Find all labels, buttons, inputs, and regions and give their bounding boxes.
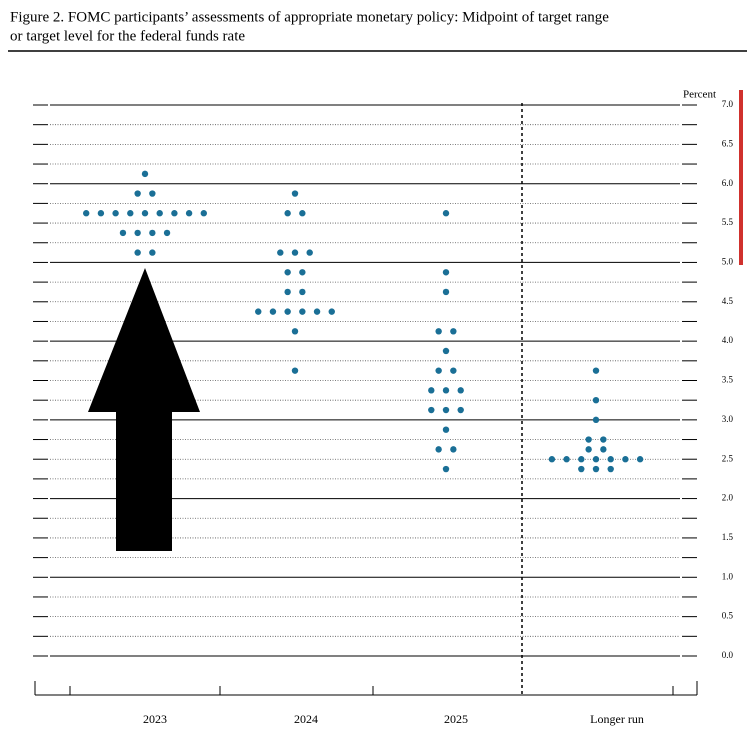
dot bbox=[442, 387, 450, 394]
dot bbox=[163, 229, 171, 237]
dot bbox=[141, 170, 149, 178]
y-tick-label: 7.0 bbox=[722, 99, 734, 109]
dot bbox=[299, 308, 306, 315]
dot bbox=[149, 190, 156, 197]
dot bbox=[83, 210, 90, 217]
dot bbox=[291, 249, 299, 256]
x-tick-label: 2024 bbox=[294, 712, 318, 726]
dot bbox=[592, 416, 600, 424]
highlight-bar bbox=[739, 90, 743, 265]
dot bbox=[600, 446, 607, 453]
dot bbox=[435, 367, 442, 374]
dot bbox=[284, 269, 291, 276]
dot bbox=[134, 190, 141, 197]
dot bbox=[97, 210, 105, 217]
dot bbox=[141, 210, 149, 217]
dot bbox=[442, 406, 450, 414]
dot bbox=[277, 249, 284, 256]
dot bbox=[592, 367, 600, 374]
dot bbox=[112, 210, 119, 217]
dot bbox=[450, 328, 457, 335]
x-tick-label: 2023 bbox=[143, 712, 167, 726]
dot bbox=[442, 269, 450, 276]
dot bbox=[313, 308, 321, 315]
y-tick-label: 5.5 bbox=[722, 217, 734, 227]
dot bbox=[578, 456, 585, 463]
dot bbox=[171, 210, 178, 217]
dot bbox=[442, 347, 450, 355]
dot bbox=[442, 210, 450, 217]
y-tick-label: 3.5 bbox=[722, 375, 734, 385]
dot bbox=[156, 210, 163, 217]
y-tick-label: 6.5 bbox=[722, 138, 734, 148]
dot bbox=[600, 436, 607, 443]
dot bbox=[291, 328, 299, 335]
dot bbox=[548, 456, 556, 463]
dot bbox=[592, 456, 600, 463]
dot bbox=[134, 229, 141, 237]
dot bbox=[592, 396, 600, 404]
dot bbox=[435, 328, 442, 335]
dot bbox=[428, 406, 435, 414]
dot bbox=[450, 446, 457, 453]
y-tick-label: 1.5 bbox=[722, 532, 734, 542]
y-tick-label: 5.0 bbox=[722, 256, 734, 266]
dot bbox=[200, 210, 207, 217]
dot bbox=[299, 269, 306, 276]
dot bbox=[450, 367, 457, 374]
y-tick-label: 2.5 bbox=[722, 453, 734, 463]
dot bbox=[284, 288, 291, 296]
dot bbox=[607, 456, 614, 463]
y-tick-label: 1.0 bbox=[722, 571, 734, 581]
dot bbox=[328, 308, 335, 315]
dot bbox=[457, 387, 464, 394]
dot bbox=[442, 288, 450, 296]
dot bbox=[607, 465, 614, 473]
x-tick-label: 2025 bbox=[444, 712, 468, 726]
dot bbox=[149, 249, 156, 256]
dot bbox=[284, 308, 291, 315]
dot bbox=[291, 367, 299, 374]
dot bbox=[622, 456, 629, 463]
y-tick-label: 6.0 bbox=[722, 178, 734, 188]
x-tick-label: Longer run bbox=[590, 712, 644, 726]
dot bbox=[299, 210, 306, 217]
y-tick-label: 2.0 bbox=[722, 493, 734, 503]
dot bbox=[563, 456, 570, 463]
dot bbox=[185, 210, 193, 217]
dot bbox=[442, 426, 450, 433]
dot bbox=[457, 406, 464, 414]
dot bbox=[442, 465, 450, 473]
y-tick-label: 4.0 bbox=[722, 335, 734, 345]
chart-title: Figure 2. FOMC participants’ assessments… bbox=[10, 9, 609, 25]
y-tick-label: 3.0 bbox=[722, 414, 734, 424]
dot bbox=[578, 465, 585, 473]
dot bbox=[306, 249, 313, 256]
dot bbox=[127, 210, 134, 217]
dot bbox=[585, 436, 592, 443]
dot bbox=[291, 190, 299, 197]
dot bbox=[269, 308, 277, 315]
dot bbox=[149, 229, 156, 237]
dot bbox=[255, 308, 262, 315]
dot bbox=[134, 249, 141, 256]
y-tick-label: 0.0 bbox=[722, 650, 734, 660]
chart-title: or target level for the federal funds ra… bbox=[10, 28, 245, 44]
dot bbox=[592, 465, 600, 473]
dot bbox=[585, 446, 592, 453]
dot bbox=[299, 288, 306, 296]
y-tick-label: 0.5 bbox=[722, 611, 734, 621]
dot bbox=[284, 210, 291, 217]
dot bbox=[636, 456, 644, 463]
y-tick-label: 4.5 bbox=[722, 296, 734, 306]
arrow-annotation bbox=[88, 268, 200, 551]
y-axis-label: Percent bbox=[683, 89, 716, 101]
dot bbox=[119, 229, 127, 237]
dot bbox=[428, 387, 435, 394]
dot bbox=[435, 446, 442, 453]
